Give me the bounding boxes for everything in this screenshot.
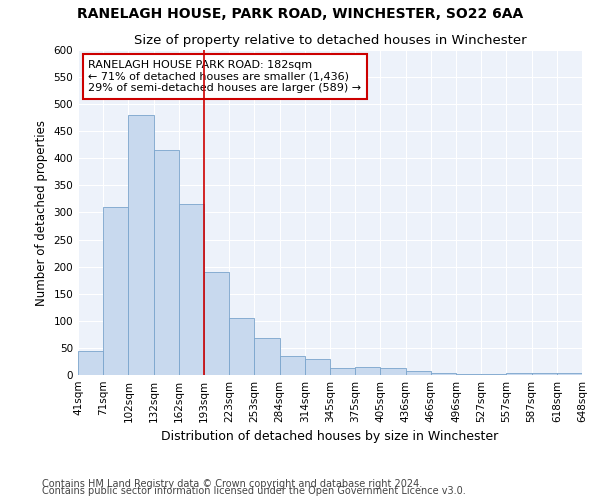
Bar xyxy=(481,374,506,375)
Bar xyxy=(179,204,204,375)
X-axis label: Distribution of detached houses by size in Winchester: Distribution of detached houses by size … xyxy=(161,430,499,444)
Bar xyxy=(103,207,128,375)
Bar xyxy=(380,368,406,375)
Bar xyxy=(254,338,280,375)
Title: Size of property relative to detached houses in Winchester: Size of property relative to detached ho… xyxy=(134,34,526,48)
Text: RANELAGH HOUSE, PARK ROAD, WINCHESTER, SO22 6AA: RANELAGH HOUSE, PARK ROAD, WINCHESTER, S… xyxy=(77,8,523,22)
Bar xyxy=(330,368,355,375)
Text: Contains HM Land Registry data © Crown copyright and database right 2024.: Contains HM Land Registry data © Crown c… xyxy=(42,479,422,489)
Bar xyxy=(204,272,229,375)
Bar xyxy=(229,318,254,375)
Bar xyxy=(456,374,481,375)
Bar xyxy=(557,374,582,375)
Bar xyxy=(406,370,431,375)
Bar xyxy=(78,350,103,375)
Bar xyxy=(532,374,557,375)
Bar xyxy=(154,150,179,375)
Bar xyxy=(431,374,456,375)
Text: Contains public sector information licensed under the Open Government Licence v3: Contains public sector information licen… xyxy=(42,486,466,496)
Text: RANELAGH HOUSE PARK ROAD: 182sqm
← 71% of detached houses are smaller (1,436)
29: RANELAGH HOUSE PARK ROAD: 182sqm ← 71% o… xyxy=(88,60,361,93)
Bar xyxy=(305,359,330,375)
Bar xyxy=(506,374,532,375)
Y-axis label: Number of detached properties: Number of detached properties xyxy=(35,120,48,306)
Bar xyxy=(280,356,305,375)
Bar xyxy=(128,115,154,375)
Bar xyxy=(355,368,380,375)
